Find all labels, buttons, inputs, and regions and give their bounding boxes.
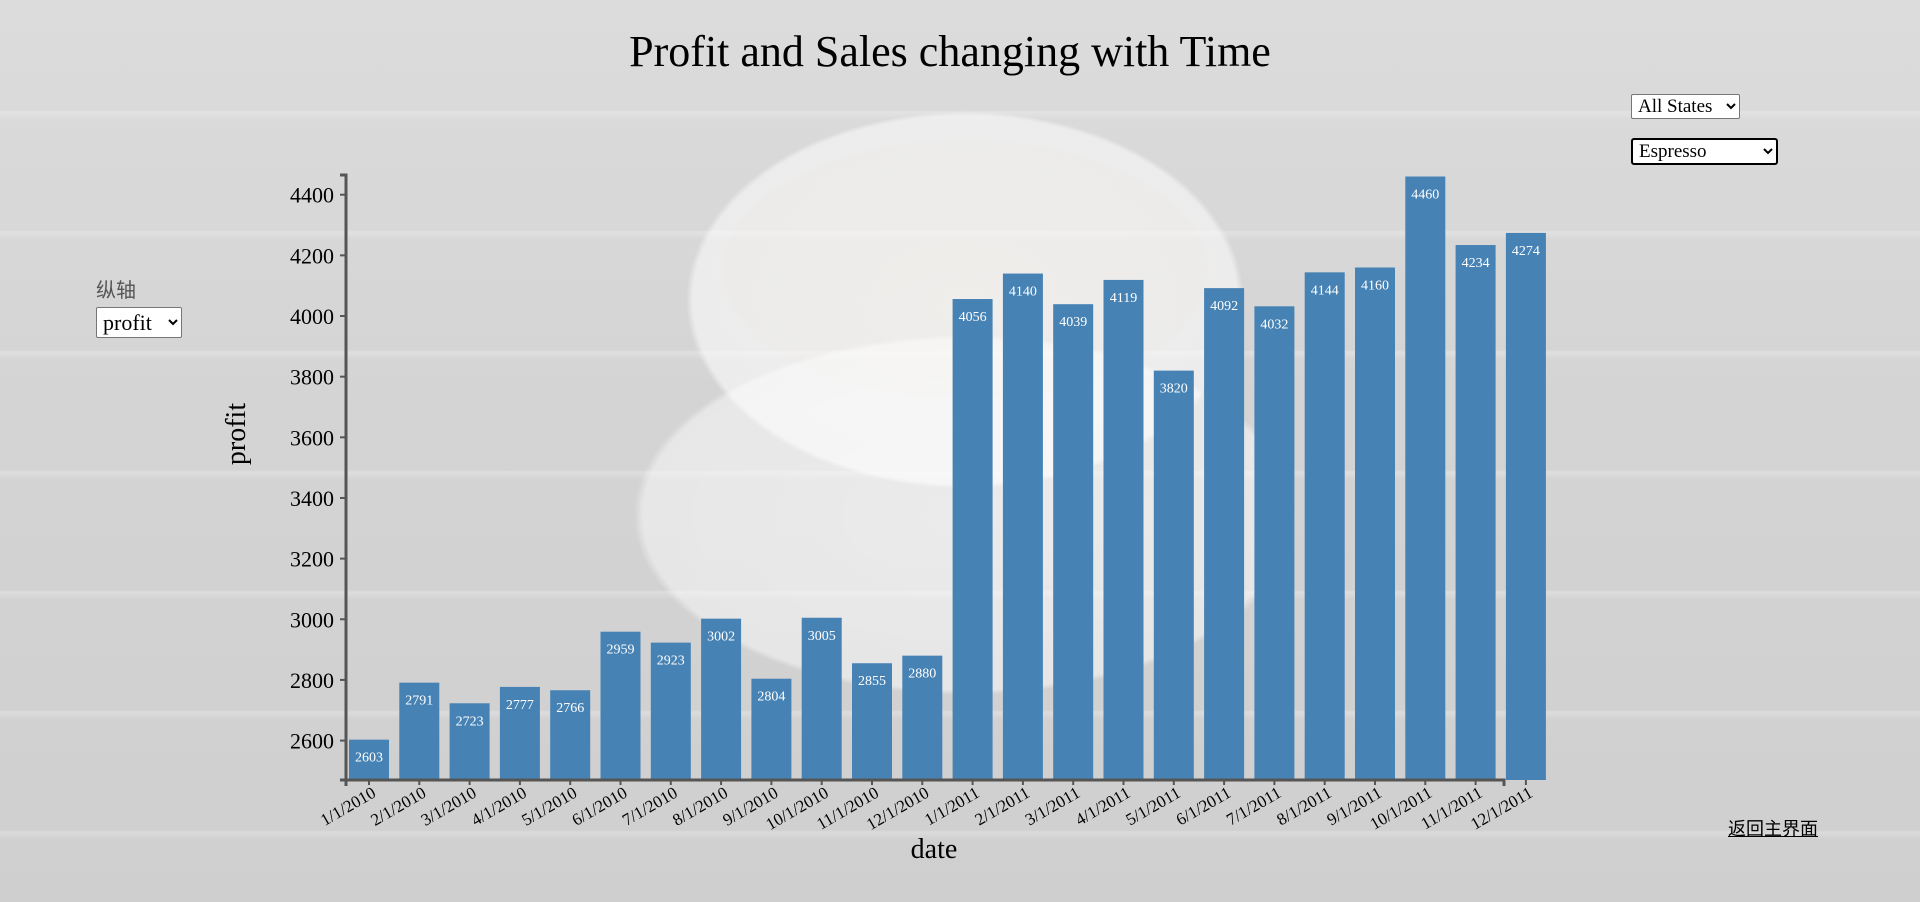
bar-11/1/2011 [1455, 245, 1496, 781]
x-tick-label: 7/1/2011 [1223, 783, 1284, 829]
bar-value-label: 2766 [556, 701, 584, 716]
x-tick-label: 5/1/2011 [1122, 783, 1183, 829]
yaxis-control-label: 纵轴 [96, 278, 136, 302]
x-axis-title: date [911, 834, 958, 865]
x-tick-label: 4/1/2011 [1072, 783, 1133, 829]
bar-value-label: 2923 [657, 654, 685, 669]
bar-value-label: 2603 [355, 751, 383, 766]
x-tick-label: 2/1/2010 [367, 783, 429, 830]
y-tick-label: 2600 [290, 729, 334, 754]
bar-1/1/2010 [349, 739, 389, 780]
bar-2/1/2011 [1002, 273, 1043, 780]
bar-value-label: 4039 [1059, 315, 1087, 330]
bar-10/1/2010 [801, 617, 842, 780]
y-tick-label: 4200 [290, 243, 334, 268]
bar-3/1/2011 [1053, 304, 1094, 780]
product-select[interactable]: Espresso [1631, 138, 1778, 165]
x-tick-label: 3/1/2010 [418, 783, 480, 830]
x-tick-label: 1/1/2011 [921, 783, 982, 829]
bar-4/1/2011 [1103, 279, 1144, 780]
bar-9/1/2011 [1355, 267, 1395, 780]
bar-11/1/2010 [852, 663, 892, 780]
bar-value-label: 4032 [1260, 317, 1288, 332]
bar-value-label: 2791 [405, 694, 433, 709]
back-to-main-link[interactable]: 返回主界面 [1728, 819, 1818, 840]
bar-value-label: 2855 [858, 674, 886, 689]
bar-8/1/2011 [1304, 272, 1345, 780]
x-tick-label: 3/1/2011 [1022, 783, 1083, 829]
x-tick-label: 7/1/2010 [619, 783, 681, 830]
x-tick-label: 6/1/2011 [1173, 783, 1234, 829]
y-tick-label: 2800 [290, 668, 334, 693]
y-tick-label: 3200 [290, 547, 334, 572]
y-tick-label: 3800 [290, 365, 334, 390]
bar-value-label: 3002 [707, 630, 735, 645]
bar-12/1/2010 [902, 655, 943, 780]
bar-value-label: 4160 [1361, 278, 1389, 293]
x-tick-label: 8/1/2010 [669, 783, 731, 830]
y-axis-line [340, 173, 348, 782]
x-tick-label: 8/1/2011 [1273, 783, 1334, 829]
bar-value-label: 3820 [1160, 382, 1188, 397]
bar-value-label: 3005 [808, 629, 836, 644]
yaxis-select[interactable]: profit [96, 307, 182, 338]
bar-8/1/2010 [701, 618, 742, 780]
y-tick-label: 3000 [290, 607, 334, 632]
x-tick-label: 6/1/2010 [569, 783, 631, 830]
bar-5/1/2010 [550, 690, 591, 780]
bar-value-label: 4144 [1311, 283, 1339, 298]
x-axis: 1/1/20102/1/20103/1/20104/1/20105/1/2010… [317, 778, 1536, 834]
bar-6/1/2010 [600, 631, 641, 780]
y-tick-label: 3400 [290, 486, 334, 511]
bar-value-label: 4460 [1411, 188, 1439, 203]
bar-5/1/2011 [1153, 370, 1194, 780]
page-title: Profit and Sales changing with Time [629, 27, 1271, 76]
bar-value-label: 2804 [757, 690, 785, 705]
bar-value-label: 2723 [456, 714, 484, 729]
x-tick-label: 5/1/2010 [518, 783, 580, 830]
bar-10/1/2011 [1405, 176, 1446, 780]
bar-value-label: 2777 [506, 698, 534, 713]
state-select[interactable]: All States [1631, 94, 1740, 119]
bar-value-label: 4056 [959, 310, 987, 325]
bar-1/1/2011 [952, 299, 993, 780]
x-tick-label: 2/1/2011 [972, 783, 1033, 829]
y-tick-label: 4000 [290, 304, 334, 329]
y-tick-label: 4400 [290, 183, 334, 208]
x-tick-label: 1/1/2010 [317, 783, 379, 830]
bar-value-label: 4092 [1210, 299, 1238, 314]
bar-value-label: 4119 [1110, 291, 1137, 306]
bar-7/1/2011 [1254, 306, 1295, 780]
bar-7/1/2010 [650, 642, 691, 780]
bar-value-label: 2880 [908, 667, 936, 682]
x-tick-label: 4/1/2010 [468, 783, 530, 830]
y-tick-label: 3600 [290, 425, 334, 450]
bar-value-label: 4140 [1009, 285, 1037, 300]
bar-value-label: 2959 [607, 643, 635, 658]
y-axis: 2600 2800 3000 3200 3400 3600 3800 4000 4200 4400 [290, 173, 348, 782]
x-axis-line [344, 778, 1506, 786]
bars-group: 2603 2791 2723 2777 2766 2959 2923 3002 2804 3005… [349, 176, 1546, 781]
bar-9/1/2010 [751, 678, 792, 780]
bar-value-label: 4274 [1512, 244, 1540, 259]
bar-4/1/2010 [499, 686, 540, 780]
bar-12/1/2011 [1505, 232, 1546, 780]
bar-value-label: 4234 [1462, 256, 1490, 271]
bar-3/1/2010 [449, 703, 490, 780]
bar-2/1/2010 [399, 682, 440, 780]
y-axis-title: profit [221, 403, 252, 465]
bar-6/1/2011 [1204, 288, 1245, 780]
